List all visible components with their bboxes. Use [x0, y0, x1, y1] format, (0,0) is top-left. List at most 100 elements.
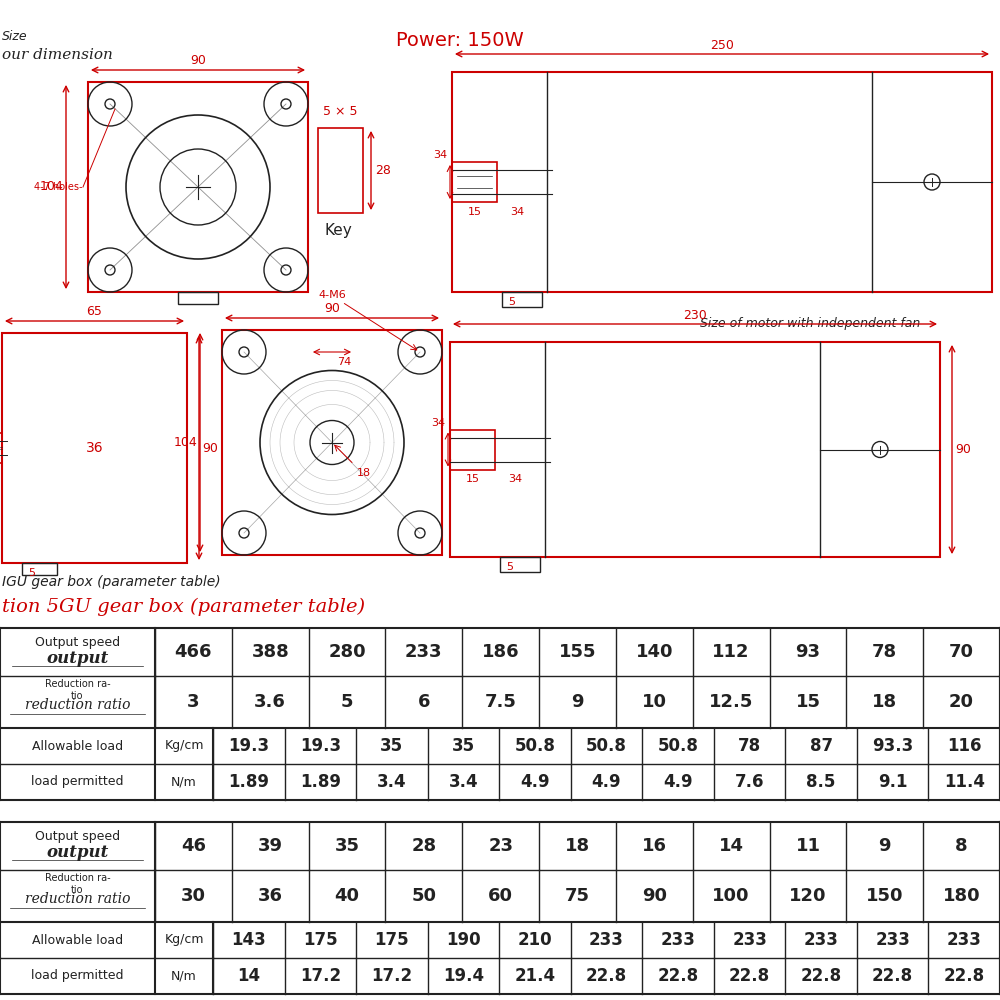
- Text: 143: 143: [231, 931, 266, 949]
- Text: 78: 78: [738, 737, 761, 755]
- Text: 9: 9: [879, 837, 891, 855]
- Text: 90: 90: [202, 442, 218, 454]
- Text: 4.9: 4.9: [520, 773, 550, 791]
- Text: 120: 120: [789, 887, 827, 905]
- Text: 7.5: 7.5: [485, 693, 517, 711]
- Text: 16: 16: [642, 837, 667, 855]
- Text: 3.4: 3.4: [449, 773, 478, 791]
- Bar: [502, 292, 542, 307]
- Text: Output speed: Output speed: [35, 636, 120, 649]
- Text: 22.8: 22.8: [801, 967, 842, 985]
- Text: 250: 250: [710, 39, 734, 52]
- Text: 5: 5: [507, 562, 514, 572]
- Text: 8.5: 8.5: [806, 773, 836, 791]
- Text: Size: Size: [2, 30, 28, 43]
- Text: 100: 100: [712, 887, 750, 905]
- Text: Reduction ra-
tio: Reduction ra- tio: [45, 679, 110, 701]
- Text: Allowable load: Allowable load: [32, 934, 123, 946]
- Text: 74: 74: [337, 357, 351, 367]
- Text: 78: 78: [872, 643, 897, 661]
- Text: 233: 233: [732, 931, 767, 949]
- Text: 4.9: 4.9: [592, 773, 621, 791]
- Text: Reduction ra-
tio: Reduction ra- tio: [45, 873, 110, 895]
- Text: 11: 11: [795, 837, 820, 855]
- Bar: [500, 557, 540, 572]
- Text: 30: 30: [181, 887, 206, 905]
- Text: 18: 18: [565, 837, 590, 855]
- Text: 388: 388: [251, 643, 289, 661]
- Text: 28: 28: [411, 837, 436, 855]
- Text: 75: 75: [565, 887, 590, 905]
- Text: 19.3: 19.3: [300, 737, 341, 755]
- Text: our dimension: our dimension: [2, 48, 113, 62]
- Text: 3.4: 3.4: [377, 773, 407, 791]
- Text: 60: 60: [488, 887, 513, 905]
- Text: 233: 233: [875, 931, 910, 949]
- Text: 17.2: 17.2: [300, 967, 341, 985]
- Bar: [2, 333, 187, 563]
- Text: 186: 186: [482, 643, 519, 661]
- Text: 4.9: 4.9: [663, 773, 693, 791]
- Text: IGU gear box (parameter table): IGU gear box (parameter table): [2, 575, 221, 589]
- Text: 17.2: 17.2: [371, 967, 412, 985]
- Text: 5: 5: [509, 297, 516, 307]
- Text: 5: 5: [341, 693, 353, 711]
- Text: 36: 36: [86, 441, 103, 455]
- Text: 7.6: 7.6: [735, 773, 764, 791]
- Text: 90: 90: [324, 302, 340, 315]
- Text: 140: 140: [636, 643, 673, 661]
- Text: 210: 210: [518, 931, 552, 949]
- Text: 104: 104: [173, 436, 197, 449]
- Text: 90: 90: [955, 443, 971, 456]
- Bar: [452, 72, 992, 292]
- Text: 40: 40: [335, 887, 360, 905]
- Text: Kg/cm: Kg/cm: [164, 934, 204, 946]
- Text: output: output: [46, 844, 109, 861]
- Text: 9.1: 9.1: [878, 773, 907, 791]
- Text: 23: 23: [488, 837, 513, 855]
- Text: load permitted: load permitted: [31, 776, 124, 788]
- Bar: [450, 342, 940, 557]
- Text: 18: 18: [357, 468, 371, 478]
- Bar: [318, 128, 363, 213]
- Text: 466: 466: [175, 643, 212, 661]
- Text: 5 × 5: 5 × 5: [323, 105, 358, 118]
- Text: 11.4: 11.4: [944, 773, 985, 791]
- Text: reduction ratio: reduction ratio: [25, 698, 130, 712]
- Text: output: output: [46, 650, 109, 667]
- Bar: [178, 292, 218, 304]
- Text: 22.8: 22.8: [657, 967, 699, 985]
- Text: 155: 155: [559, 643, 596, 661]
- Text: 10: 10: [642, 693, 667, 711]
- Text: 150: 150: [866, 887, 904, 905]
- Text: 15: 15: [468, 207, 482, 217]
- Text: 3: 3: [187, 693, 200, 711]
- Text: 233: 233: [405, 643, 443, 661]
- Text: 36: 36: [258, 887, 283, 905]
- Text: 5: 5: [28, 568, 36, 578]
- Bar: [22, 563, 57, 575]
- Text: 90: 90: [190, 54, 206, 67]
- Text: 1.89: 1.89: [300, 773, 341, 791]
- Text: 15: 15: [795, 693, 820, 711]
- Bar: [0, 433, 2, 463]
- Text: 6: 6: [418, 693, 430, 711]
- Text: 50.8: 50.8: [658, 737, 698, 755]
- Text: 15: 15: [466, 475, 480, 485]
- Text: 4-M6: 4-M6: [318, 290, 346, 300]
- Text: 230: 230: [683, 309, 707, 322]
- Text: Power: 150W: Power: 150W: [396, 30, 524, 49]
- Text: tion 5GU gear box (parameter table): tion 5GU gear box (parameter table): [2, 598, 365, 616]
- Text: 3.6: 3.6: [254, 693, 286, 711]
- Text: 19.4: 19.4: [443, 967, 484, 985]
- Text: 12.5: 12.5: [709, 693, 753, 711]
- Text: 39: 39: [258, 837, 283, 855]
- Text: 35: 35: [452, 737, 475, 755]
- Text: 175: 175: [303, 931, 338, 949]
- Text: 65: 65: [87, 305, 102, 318]
- Text: 20: 20: [949, 693, 974, 711]
- Text: 4-7 holes-: 4-7 holes-: [34, 182, 83, 192]
- Text: 112: 112: [712, 643, 750, 661]
- Bar: [452, 162, 497, 202]
- Bar: [222, 330, 442, 555]
